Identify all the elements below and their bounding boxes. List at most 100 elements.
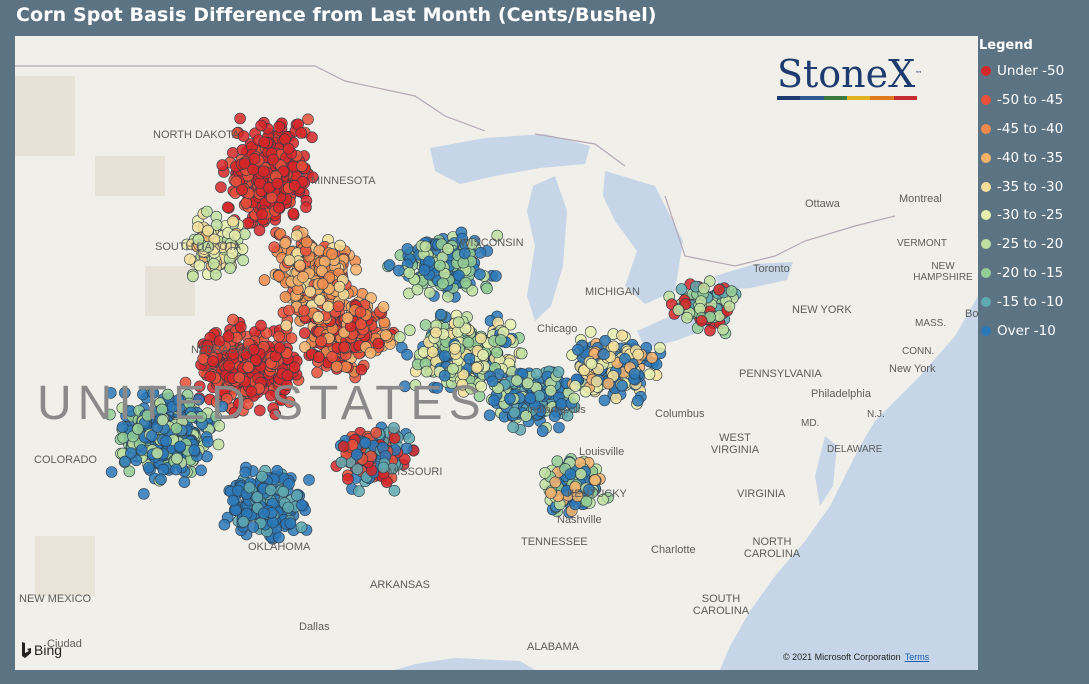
basis-point[interactable] — [458, 247, 471, 260]
basis-point[interactable] — [268, 241, 281, 253]
basis-point[interactable] — [433, 259, 446, 272]
basis-point[interactable] — [282, 142, 295, 155]
basis-point[interactable] — [597, 493, 609, 506]
basis-point[interactable] — [697, 282, 710, 295]
basis-point[interactable] — [564, 468, 577, 481]
basis-point[interactable] — [419, 240, 432, 253]
basis-point[interactable] — [607, 340, 620, 353]
basis-point[interactable] — [239, 466, 252, 479]
basis-point[interactable] — [298, 304, 310, 317]
basis-point[interactable] — [184, 253, 196, 266]
basis-point[interactable] — [315, 265, 328, 277]
basis-point[interactable] — [491, 346, 503, 359]
basis-point[interactable] — [298, 327, 311, 339]
basis-point[interactable] — [488, 394, 500, 407]
basis-point[interactable] — [279, 237, 292, 249]
basis-point[interactable] — [628, 367, 641, 380]
basis-point[interactable] — [434, 308, 447, 321]
basis-point[interactable] — [251, 491, 264, 503]
basis-point[interactable] — [195, 464, 207, 477]
basis-point[interactable] — [481, 282, 493, 295]
basis-point[interactable] — [463, 352, 476, 365]
basis-point[interactable] — [147, 387, 160, 399]
basis-point[interactable] — [377, 301, 390, 313]
basis-point[interactable] — [155, 473, 167, 486]
basis-point[interactable] — [264, 484, 277, 496]
basis-point[interactable] — [132, 423, 144, 435]
basis-point[interactable] — [273, 330, 285, 343]
basis-point[interactable] — [704, 324, 716, 337]
basis-point[interactable] — [238, 157, 251, 170]
basis-point[interactable] — [170, 463, 182, 476]
basis-point[interactable] — [242, 361, 255, 373]
basis-point[interactable] — [256, 470, 268, 483]
basis-point[interactable] — [146, 430, 158, 442]
basis-point[interactable] — [359, 437, 372, 449]
basis-point[interactable] — [475, 380, 488, 393]
basis-point[interactable] — [178, 476, 191, 489]
basis-point[interactable] — [227, 313, 239, 326]
basis-point[interactable] — [398, 453, 411, 466]
basis-point[interactable] — [646, 351, 658, 364]
basis-point[interactable] — [447, 362, 459, 375]
basis-point[interactable] — [380, 329, 392, 342]
basis-point[interactable] — [578, 364, 591, 377]
basis-point[interactable] — [171, 452, 183, 465]
basis-point[interactable] — [579, 385, 592, 398]
basis-point[interactable] — [312, 351, 325, 363]
basis-point[interactable] — [490, 270, 502, 282]
basis-point[interactable] — [353, 485, 365, 498]
basis-point[interactable] — [430, 326, 442, 339]
basis-point[interactable] — [285, 332, 298, 345]
basis-point[interactable] — [294, 259, 306, 272]
basis-point[interactable] — [283, 477, 295, 490]
basis-point[interactable] — [580, 495, 593, 508]
basis-point[interactable] — [315, 335, 327, 348]
basis-point[interactable] — [287, 207, 300, 220]
basis-point[interactable] — [584, 326, 597, 338]
basis-point[interactable] — [426, 346, 439, 358]
basis-point[interactable] — [452, 316, 465, 329]
basis-point[interactable] — [141, 409, 154, 422]
basis-point[interactable] — [255, 119, 267, 132]
basis-point[interactable] — [162, 388, 174, 401]
basis-point[interactable] — [351, 463, 364, 476]
basis-point[interactable] — [299, 341, 311, 353]
basis-point[interactable] — [393, 331, 406, 343]
basis-point[interactable] — [409, 379, 422, 391]
basis-point[interactable] — [351, 448, 363, 461]
basis-point[interactable] — [138, 488, 150, 500]
basis-point[interactable] — [288, 361, 301, 374]
basis-point[interactable] — [616, 329, 628, 342]
basis-point[interactable] — [350, 263, 362, 276]
basis-point[interactable] — [257, 165, 270, 178]
basis-point[interactable] — [300, 201, 312, 213]
basis-point[interactable] — [713, 284, 725, 296]
basis-point[interactable] — [125, 447, 137, 459]
basis-point[interactable] — [240, 197, 252, 209]
basis-point[interactable] — [273, 341, 286, 354]
basis-point[interactable] — [258, 507, 270, 520]
basis-point[interactable] — [255, 319, 267, 332]
basis-point[interactable] — [233, 371, 246, 384]
basis-point[interactable] — [549, 476, 562, 489]
basis-point[interactable] — [283, 396, 296, 408]
map-canvas[interactable]: NORTH DAKOTA MINNESOTA SOUTH DAKOTA WISC… — [15, 36, 978, 670]
basis-point[interactable] — [258, 136, 270, 149]
basis-point[interactable] — [267, 516, 279, 529]
basis-point[interactable] — [521, 377, 534, 390]
basis-point[interactable] — [273, 121, 286, 133]
basis-point[interactable] — [364, 346, 377, 359]
basis-point[interactable] — [117, 431, 129, 444]
basis-point[interactable] — [589, 474, 601, 486]
basis-point[interactable] — [643, 368, 656, 381]
basis-point[interactable] — [403, 324, 416, 337]
basis-point[interactable] — [236, 243, 249, 255]
basis-point[interactable] — [253, 224, 266, 237]
basis-point[interactable] — [474, 268, 486, 281]
basis-point[interactable] — [237, 254, 249, 267]
basis-point[interactable] — [202, 224, 214, 237]
basis-point[interactable] — [388, 422, 400, 434]
basis-point[interactable] — [401, 348, 413, 361]
basis-point[interactable] — [672, 304, 685, 316]
